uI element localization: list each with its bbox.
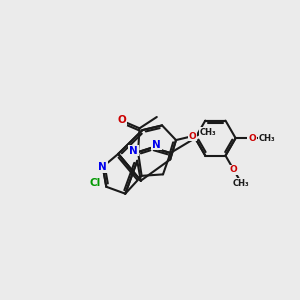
Text: O: O bbox=[248, 134, 256, 142]
Text: O: O bbox=[230, 165, 238, 174]
Text: N: N bbox=[152, 140, 161, 150]
Text: O: O bbox=[189, 132, 196, 141]
Text: N: N bbox=[98, 162, 107, 172]
Text: O: O bbox=[117, 115, 126, 125]
Text: Cl: Cl bbox=[89, 178, 101, 188]
Text: CH₃: CH₃ bbox=[233, 179, 250, 188]
Text: CH₃: CH₃ bbox=[200, 128, 216, 137]
Text: N: N bbox=[129, 146, 138, 156]
Text: CH₃: CH₃ bbox=[259, 134, 276, 142]
